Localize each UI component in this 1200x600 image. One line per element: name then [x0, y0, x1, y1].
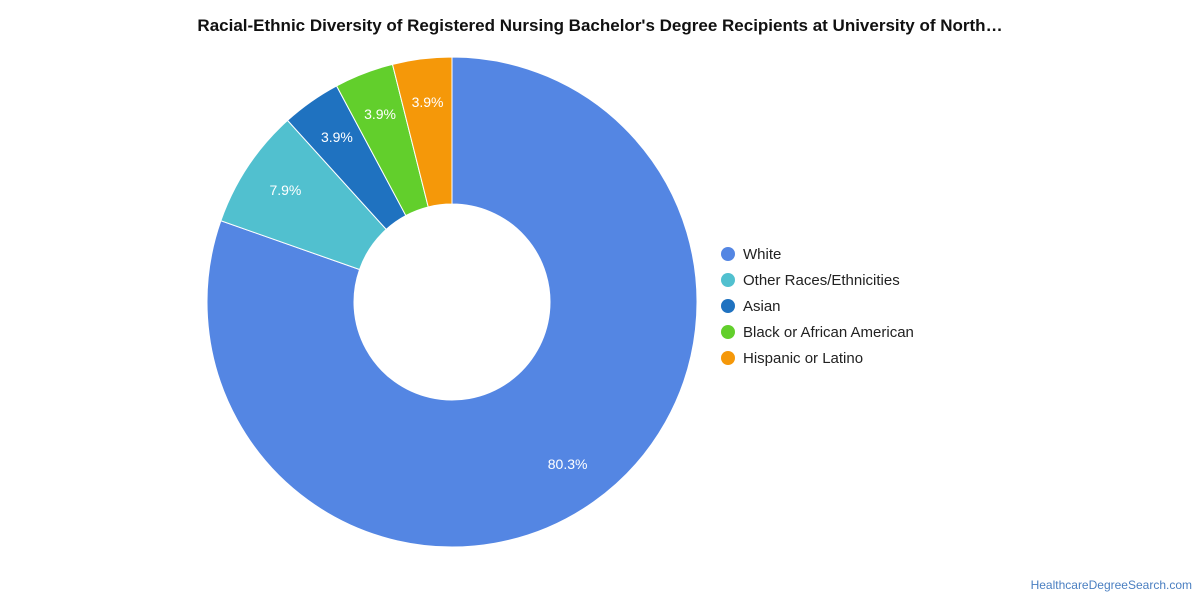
- legend-label: Black or African American: [743, 323, 914, 341]
- legend-item-black-or-african-american[interactable]: Black or African American: [721, 319, 914, 345]
- legend-label: White: [743, 245, 782, 263]
- legend-marker-icon: [721, 247, 735, 261]
- legend-marker-icon: [721, 273, 735, 287]
- site-watermark-link[interactable]: HealthcareDegreeSearch.com: [1030, 578, 1192, 592]
- legend-label: Hispanic or Latino: [743, 349, 864, 367]
- slice-hispanic-or-latino[interactable]: [391, 56, 453, 208]
- slice-label-white: 80.3%: [548, 456, 588, 472]
- slice-label-hispanic-or-latino: 3.9%: [412, 94, 444, 110]
- slice-label-asian: 3.9%: [321, 129, 353, 145]
- legend-item-other-races-ethnicities[interactable]: Other Races/Ethnicities: [721, 267, 914, 293]
- slice-white[interactable]: [206, 56, 698, 548]
- slice-label-other-races-ethnicities: 7.9%: [269, 182, 301, 198]
- legend-marker-icon: [721, 299, 735, 313]
- legend-item-white[interactable]: White: [721, 241, 914, 267]
- legend-label: Asian: [743, 297, 781, 315]
- legend-label: Other Races/Ethnicities: [743, 271, 900, 289]
- legend-item-asian[interactable]: Asian: [721, 293, 914, 319]
- slice-label-black-or-african-american: 3.9%: [364, 106, 396, 122]
- legend-marker-icon: [721, 351, 735, 365]
- chart-title: Racial-Ethnic Diversity of Registered Nu…: [197, 16, 1003, 35]
- legend-marker-icon: [721, 325, 735, 339]
- chart-legend: White Other Races/Ethnicities Asian Black o…: [721, 241, 914, 371]
- legend-item-hispanic-or-latino[interactable]: Hispanic or Latino: [721, 345, 914, 371]
